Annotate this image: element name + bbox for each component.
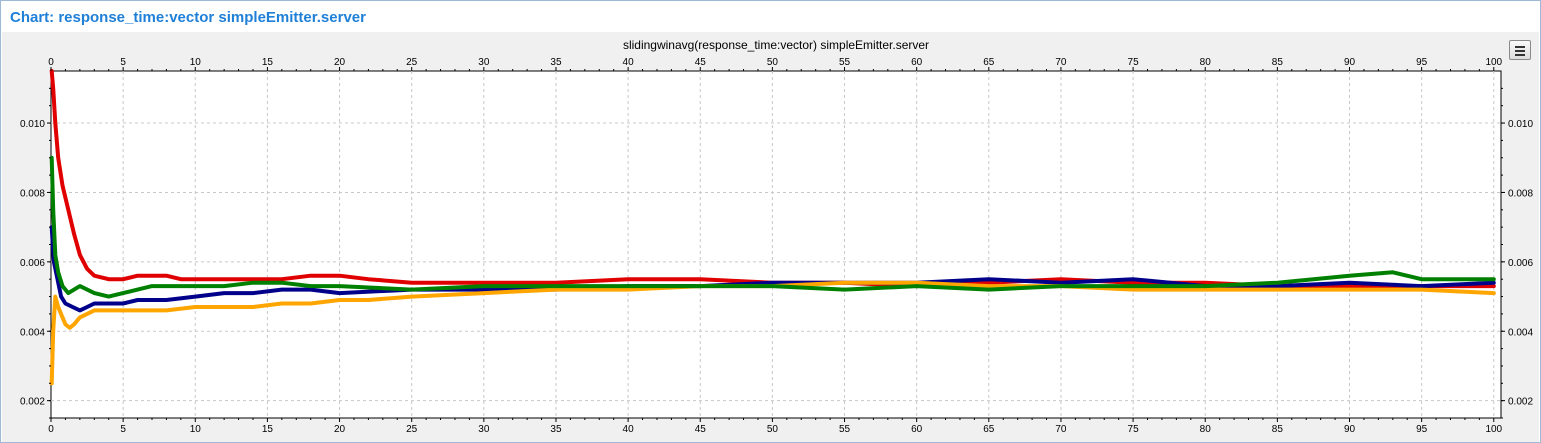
x-tick-label-top: 30 xyxy=(478,57,490,68)
y-tick-label-left: 0.008 xyxy=(20,188,45,199)
x-tick-label-top: 65 xyxy=(983,57,995,68)
x-tick-label-top: 80 xyxy=(1200,57,1212,68)
x-tick-label-top: 70 xyxy=(1055,57,1067,68)
legend-toggle-button[interactable] xyxy=(1509,40,1531,60)
y-tick-label-left: 0.006 xyxy=(20,258,45,269)
x-tick-label-bottom: 55 xyxy=(839,424,851,435)
x-tick-label-top: 5 xyxy=(120,57,126,68)
x-tick-label-top: 45 xyxy=(695,57,707,68)
y-tick-label-right: 0.002 xyxy=(1508,397,1533,408)
x-tick-label-top: 35 xyxy=(550,57,562,68)
x-tick-label-top: 40 xyxy=(623,57,635,68)
window-title: Chart: response_time:vector simpleEmitte… xyxy=(10,9,366,26)
x-tick-label-bottom: 0 xyxy=(48,424,54,435)
x-tick-label-bottom: 25 xyxy=(406,424,418,435)
gridlines xyxy=(51,71,1501,418)
x-tick-label-bottom: 30 xyxy=(478,424,490,435)
x-tick-label-bottom: 5 xyxy=(120,424,126,435)
list-icon xyxy=(1515,46,1525,48)
x-tick-label-bottom: 35 xyxy=(550,424,562,435)
y-tick-label-right: 0.004 xyxy=(1508,327,1533,338)
series-group xyxy=(49,69,1496,386)
x-tick-label-bottom: 45 xyxy=(695,424,707,435)
axes: 0055101015152020252530303535404045455050… xyxy=(20,57,1533,435)
x-tick-label-top: 90 xyxy=(1344,57,1356,68)
x-tick-label-bottom: 85 xyxy=(1272,424,1284,435)
x-tick-label-bottom: 10 xyxy=(190,424,202,435)
x-tick-label-bottom: 95 xyxy=(1416,424,1428,435)
chart-title: slidingwinavg(response_time:vector) simp… xyxy=(623,38,929,52)
x-tick-label-bottom: 75 xyxy=(1128,424,1140,435)
y-tick-label-left: 0.004 xyxy=(20,327,45,338)
x-tick-label-top: 50 xyxy=(767,57,779,68)
series-line-4 xyxy=(49,155,1496,299)
series-line-2 xyxy=(49,225,1496,313)
plot-area xyxy=(50,70,1502,419)
x-tick-label-top: 10 xyxy=(190,57,202,68)
x-tick-label-bottom: 100 xyxy=(1485,424,1502,435)
x-tick-label-bottom: 60 xyxy=(911,424,923,435)
y-tick-label-left: 0.010 xyxy=(20,119,45,130)
x-tick-label-bottom: 20 xyxy=(334,424,346,435)
y-tick-label-right: 0.008 xyxy=(1508,188,1533,199)
y-tick-label-right: 0.006 xyxy=(1508,258,1533,269)
y-tick-label-right: 0.010 xyxy=(1508,119,1533,130)
title-bar: Chart: response_time:vector simpleEmitte… xyxy=(2,2,1539,32)
x-tick-label-top: 20 xyxy=(334,57,346,68)
x-tick-label-top: 25 xyxy=(406,57,418,68)
x-tick-label-top: 0 xyxy=(48,57,54,68)
x-tick-label-top: 85 xyxy=(1272,57,1284,68)
x-tick-label-top: 55 xyxy=(839,57,851,68)
x-tick-label-top: 95 xyxy=(1416,57,1428,68)
x-tick-label-bottom: 70 xyxy=(1055,424,1067,435)
y-tick-label-left: 0.002 xyxy=(20,397,45,408)
x-tick-label-top: 100 xyxy=(1485,57,1502,68)
x-tick-label-bottom: 15 xyxy=(262,424,274,435)
x-tick-label-bottom: 65 xyxy=(983,424,995,435)
x-tick-label-bottom: 50 xyxy=(767,424,779,435)
x-tick-label-bottom: 80 xyxy=(1200,424,1212,435)
x-tick-label-top: 15 xyxy=(262,57,274,68)
x-tick-label-top: 75 xyxy=(1128,57,1140,68)
x-tick-label-bottom: 90 xyxy=(1344,424,1356,435)
x-tick-label-top: 60 xyxy=(911,57,923,68)
x-tick-label-bottom: 40 xyxy=(623,424,635,435)
